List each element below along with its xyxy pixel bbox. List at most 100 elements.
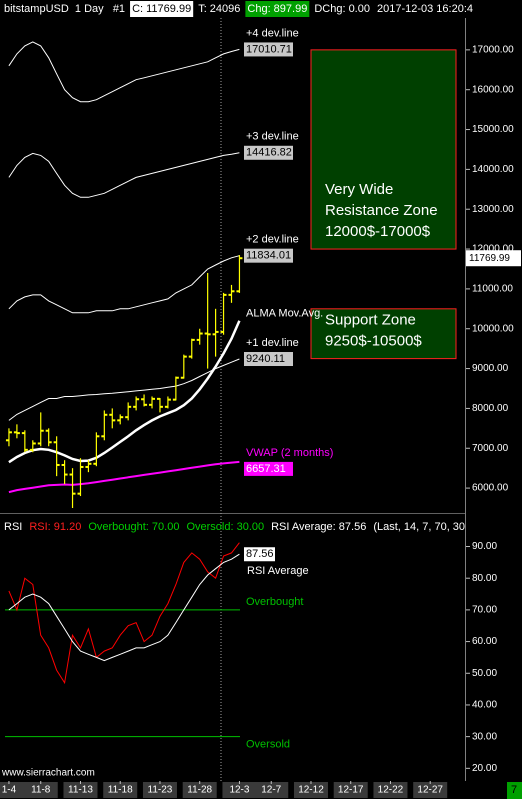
- level-label: Oversold: [246, 739, 290, 751]
- date-box: [333, 782, 368, 798]
- zone: [310, 308, 457, 360]
- x-tick-label: 12-17: [338, 785, 364, 796]
- y-tick-label: 80.00: [472, 573, 497, 584]
- date-box: [293, 782, 328, 798]
- corner-box: [507, 782, 522, 799]
- header-text: Oversold: 30.00: [186, 521, 264, 533]
- date-box: [103, 782, 138, 798]
- x-tick-label: 11-18: [108, 785, 133, 796]
- header-box: [245, 1, 310, 17]
- value-box: [244, 547, 275, 562]
- date-box: [142, 782, 177, 798]
- y-tick-label: 9000.00: [472, 363, 509, 374]
- indicator-line: [8, 460, 240, 494]
- header-text: 2017-12-03 16:20:4: [377, 3, 473, 15]
- x-tick-label: 12-7: [261, 785, 281, 796]
- x-tick-label: 12-27: [417, 785, 443, 796]
- series-label: +4 dev.line: [246, 27, 299, 39]
- zone: [310, 49, 457, 250]
- x-tick-label: 12-22: [378, 785, 404, 796]
- zone-text: Very Wide: [325, 181, 393, 198]
- date-box: [0, 782, 26, 798]
- y-tick-label: 11000.00: [472, 284, 513, 295]
- series-label: +1 dev.line: [246, 337, 299, 349]
- date-box: [413, 782, 448, 798]
- x-tick-label: 11-13: [68, 785, 93, 796]
- y-tick-label: 40.00: [472, 700, 497, 711]
- y-tick-label: 14000.00: [472, 164, 514, 175]
- zone-text: 9250$-10500$: [325, 333, 422, 350]
- series-label: ALMA Mov.Avg.: [246, 308, 323, 320]
- value-box: [244, 248, 293, 263]
- x-tick-label: 11-8: [31, 785, 51, 796]
- value-label: 87.56: [246, 548, 274, 560]
- series-label: VWAP (2 months): [246, 447, 333, 459]
- y-tick-label: 70.00: [472, 605, 497, 616]
- y-tick-label: 12000.00: [472, 244, 514, 255]
- y-tick-label: 16000.00: [472, 84, 514, 95]
- header-text: C: 11769.99: [132, 3, 191, 15]
- indicator-line: [8, 41, 240, 103]
- zone-text: Resistance Zone: [325, 202, 438, 219]
- price-box: [466, 250, 521, 267]
- price-label: 11769.99: [469, 253, 510, 264]
- y-tick-label: 8000.00: [472, 403, 509, 414]
- rsi-line: [8, 542, 240, 685]
- value-label: 6657.31: [246, 463, 286, 475]
- series-label: RSI Average: [247, 565, 309, 577]
- header-box: [130, 1, 194, 17]
- y-tick-label: 20.00: [472, 763, 497, 774]
- y-tick-label: 90.00: [472, 541, 497, 552]
- indicator-line: [8, 358, 240, 421]
- value-box: [244, 42, 293, 57]
- header-text: T: 24096: [198, 3, 240, 15]
- header-text: DChg: 0.00: [314, 3, 370, 15]
- header-text: RSI: 91.20: [29, 521, 81, 533]
- indicator-line: [8, 152, 240, 198]
- zone-text: 12000$-17000$: [325, 223, 431, 240]
- y-tick-label: 7000.00: [472, 443, 509, 454]
- y-tick-label: 17000.00: [472, 45, 514, 56]
- y-tick-label: 13000.00: [472, 204, 514, 215]
- header-text: RSI: [4, 521, 22, 533]
- date-box: [182, 782, 217, 798]
- value-label: 11834.01: [246, 250, 291, 262]
- header-text: RSI Average: 87.56: [271, 521, 366, 533]
- x-tick-label: 12-12: [298, 785, 324, 796]
- indicator-line: [8, 255, 240, 314]
- header-text: bitstampUSD 1 Day #1: [4, 3, 125, 15]
- y-tick-label: 30.00: [472, 731, 497, 742]
- x-tick-label: 12-3: [229, 785, 249, 796]
- date-box: [23, 782, 58, 798]
- level-label: Overbought: [246, 596, 303, 608]
- header-text: (Last, 14, 7, 70, 30: [373, 521, 465, 533]
- y-tick-label: 10000.00: [472, 323, 514, 334]
- value-box: [244, 461, 293, 476]
- footer: www.sierrachart.com: [1, 768, 95, 779]
- value-label: 9240.11: [246, 353, 285, 365]
- x-tick-label: 11-28: [187, 785, 212, 796]
- date-box: [63, 782, 98, 798]
- value-box: [244, 145, 293, 160]
- header-text: Overbought: 70.00: [88, 521, 179, 533]
- date-box: [222, 782, 257, 798]
- value-label: 14416.82: [246, 147, 292, 159]
- y-tick-label: 60.00: [472, 636, 497, 647]
- zone-text: Support Zone: [325, 312, 416, 329]
- y-tick-label: 15000.00: [472, 124, 514, 135]
- date-box: [373, 782, 408, 798]
- date-box: [254, 782, 289, 798]
- series-label: +2 dev.line: [246, 234, 299, 246]
- value-label: 17010.71: [246, 43, 292, 55]
- y-tick-label: 6000.00: [472, 483, 509, 494]
- x-tick-label: 11-23: [148, 785, 173, 796]
- indicator-line: [8, 320, 241, 464]
- value-box: [244, 352, 293, 367]
- corner-label: 7: [511, 784, 517, 796]
- x-tick-label: 1-4: [2, 785, 17, 796]
- y-tick-label: 50.00: [472, 668, 497, 679]
- header-text: Chg: 897.99: [247, 3, 307, 15]
- series-label: +3 dev.line: [246, 131, 299, 143]
- rsi-line: [8, 553, 240, 662]
